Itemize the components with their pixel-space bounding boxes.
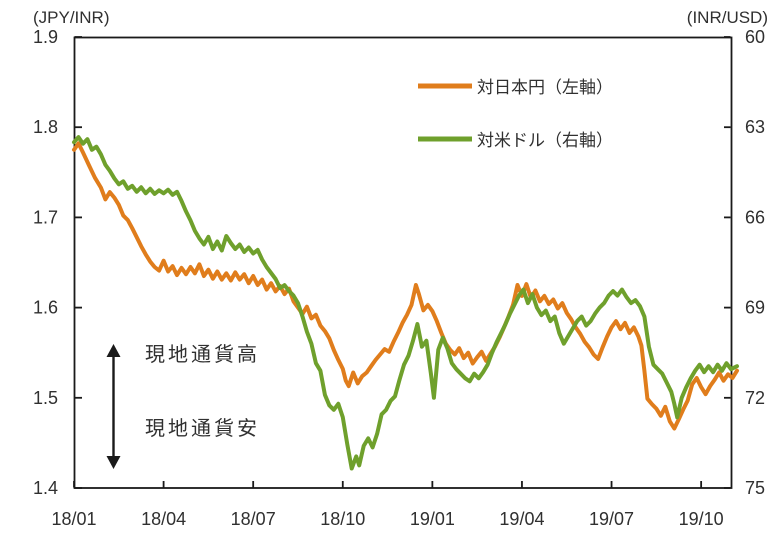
axis-ticks: 1.9 1.8 1.7 1.6 1.5 1.4 60 63 66 69 72 75 18/01 18/04… bbox=[33, 27, 765, 529]
arrow-up-head-icon bbox=[106, 344, 121, 357]
annotation-local-currency-high: 現地通貨高 bbox=[145, 343, 260, 366]
left-axis-tick-label: 1.7 bbox=[33, 207, 58, 227]
x-axis-tick-label: 18/10 bbox=[320, 509, 365, 529]
right-axis-tick-label: 69 bbox=[745, 298, 765, 318]
right-axis-caption: (INR/USD) bbox=[687, 8, 768, 27]
x-axis-tick-label: 19/10 bbox=[679, 509, 724, 529]
x-axis-tick-label: 19/04 bbox=[499, 509, 544, 529]
left-axis-tick-label: 1.4 bbox=[33, 478, 58, 498]
x-axis-tick-label: 18/04 bbox=[141, 509, 186, 529]
x-axis-tick-label: 18/07 bbox=[231, 509, 276, 529]
left-axis-tick-label: 1.8 bbox=[33, 117, 58, 137]
legend-label-usd: 対米ドル（右軸） bbox=[477, 131, 613, 150]
left-axis-caption: (JPY/INR) bbox=[33, 8, 110, 27]
series-line-jpy-inr bbox=[72, 141, 739, 431]
left-axis-tick-label: 1.5 bbox=[33, 388, 58, 408]
left-axis-tick-label: 1.6 bbox=[33, 298, 58, 318]
right-axis-tick-label: 72 bbox=[745, 388, 765, 408]
right-axis-tick-label: 66 bbox=[745, 207, 765, 227]
x-axis-tick-label: 18/01 bbox=[51, 509, 96, 529]
x-axis-tick-label: 19/07 bbox=[589, 509, 634, 529]
series-lines bbox=[72, 135, 739, 471]
annotation-local-currency-low: 現地通貨安 bbox=[145, 417, 260, 440]
right-axis-tick-label: 75 bbox=[745, 478, 765, 498]
plot-border bbox=[73, 36, 733, 489]
x-axis-tick-label: 19/01 bbox=[410, 509, 455, 529]
arrow-down-head-icon bbox=[106, 456, 121, 469]
right-axis-tick-label: 60 bbox=[745, 27, 765, 47]
annotation-group: 現地通貨高 現地通貨安 bbox=[106, 343, 260, 469]
legend: 対日本円（左軸） 対米ドル（右軸） bbox=[418, 78, 613, 150]
legend-label-jpy: 対日本円（左軸） bbox=[477, 78, 613, 97]
series-line-inr-usd bbox=[72, 135, 739, 471]
right-axis-tick-label: 63 bbox=[745, 117, 765, 137]
left-axis-tick-label: 1.9 bbox=[33, 27, 58, 47]
